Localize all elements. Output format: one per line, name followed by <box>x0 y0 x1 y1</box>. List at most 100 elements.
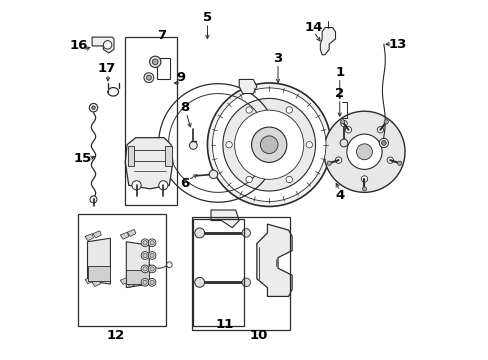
Circle shape <box>150 241 154 245</box>
Circle shape <box>148 239 156 247</box>
Circle shape <box>142 280 147 284</box>
Circle shape <box>379 138 387 148</box>
Circle shape <box>166 262 172 267</box>
Circle shape <box>207 83 330 207</box>
Circle shape <box>362 187 366 191</box>
Text: 14: 14 <box>304 21 322 34</box>
Circle shape <box>92 106 95 109</box>
Circle shape <box>150 280 154 284</box>
Circle shape <box>340 120 346 127</box>
Circle shape <box>142 241 147 245</box>
Circle shape <box>212 88 325 202</box>
Polygon shape <box>120 232 128 239</box>
Circle shape <box>209 170 217 179</box>
Polygon shape <box>92 279 101 287</box>
Polygon shape <box>85 234 93 241</box>
Circle shape <box>225 141 232 148</box>
Circle shape <box>234 110 303 179</box>
Circle shape <box>376 127 383 133</box>
Polygon shape <box>87 238 110 284</box>
Bar <box>165 147 171 166</box>
Text: 15: 15 <box>74 152 92 165</box>
Polygon shape <box>93 231 101 238</box>
Circle shape <box>141 239 148 247</box>
Circle shape <box>326 161 331 165</box>
Bar <box>126 270 149 284</box>
Text: 13: 13 <box>388 38 407 51</box>
Bar <box>124 37 177 205</box>
Text: 6: 6 <box>180 177 189 190</box>
Circle shape <box>142 267 147 271</box>
Polygon shape <box>85 277 93 284</box>
Circle shape <box>345 127 351 133</box>
Text: 7: 7 <box>157 29 166 42</box>
Text: 9: 9 <box>176 71 185 84</box>
Circle shape <box>194 277 204 287</box>
Circle shape <box>141 252 148 259</box>
Polygon shape <box>126 242 149 288</box>
Circle shape <box>142 253 147 258</box>
Circle shape <box>381 140 386 145</box>
Circle shape <box>189 141 197 149</box>
Circle shape <box>384 120 387 124</box>
Circle shape <box>103 41 112 49</box>
Circle shape <box>242 278 250 287</box>
Text: 10: 10 <box>249 329 267 342</box>
Circle shape <box>149 56 161 67</box>
Circle shape <box>90 196 97 203</box>
Polygon shape <box>92 37 114 53</box>
Circle shape <box>340 120 344 124</box>
Polygon shape <box>256 224 291 296</box>
Bar <box>78 213 166 327</box>
Circle shape <box>251 127 286 162</box>
Polygon shape <box>127 280 136 287</box>
Text: 17: 17 <box>98 62 116 75</box>
Text: 1: 1 <box>334 66 344 79</box>
Text: 11: 11 <box>216 318 234 331</box>
Circle shape <box>152 59 158 65</box>
Circle shape <box>323 111 404 192</box>
Text: 3: 3 <box>273 52 282 65</box>
Circle shape <box>148 252 156 259</box>
Bar <box>193 219 244 327</box>
Polygon shape <box>120 277 128 284</box>
Polygon shape <box>125 138 173 189</box>
Circle shape <box>141 278 148 286</box>
Circle shape <box>340 139 347 147</box>
Circle shape <box>194 228 204 238</box>
Circle shape <box>285 107 292 113</box>
Circle shape <box>159 181 167 190</box>
Polygon shape <box>127 229 136 237</box>
Circle shape <box>305 141 312 148</box>
Bar <box>157 58 170 79</box>
Circle shape <box>148 278 156 286</box>
Circle shape <box>150 267 154 271</box>
Bar <box>191 217 290 330</box>
Circle shape <box>141 265 148 273</box>
Circle shape <box>150 253 154 258</box>
Circle shape <box>361 176 367 182</box>
Circle shape <box>148 265 156 273</box>
Circle shape <box>143 73 154 83</box>
Circle shape <box>260 136 278 153</box>
Text: 5: 5 <box>203 11 212 24</box>
Polygon shape <box>210 210 239 228</box>
Circle shape <box>397 161 401 165</box>
Text: 4: 4 <box>334 189 344 202</box>
Text: 16: 16 <box>69 40 88 53</box>
Polygon shape <box>239 80 256 94</box>
Circle shape <box>346 134 381 170</box>
Circle shape <box>146 75 151 80</box>
Circle shape <box>245 176 252 183</box>
Circle shape <box>242 229 250 237</box>
Bar <box>128 147 134 166</box>
Circle shape <box>386 157 393 163</box>
Circle shape <box>89 103 98 112</box>
Text: 12: 12 <box>106 329 124 342</box>
Text: 2: 2 <box>334 87 344 100</box>
Text: 8: 8 <box>180 101 189 114</box>
Bar <box>87 266 110 280</box>
Circle shape <box>335 157 341 163</box>
Circle shape <box>285 176 292 183</box>
Circle shape <box>356 144 372 160</box>
